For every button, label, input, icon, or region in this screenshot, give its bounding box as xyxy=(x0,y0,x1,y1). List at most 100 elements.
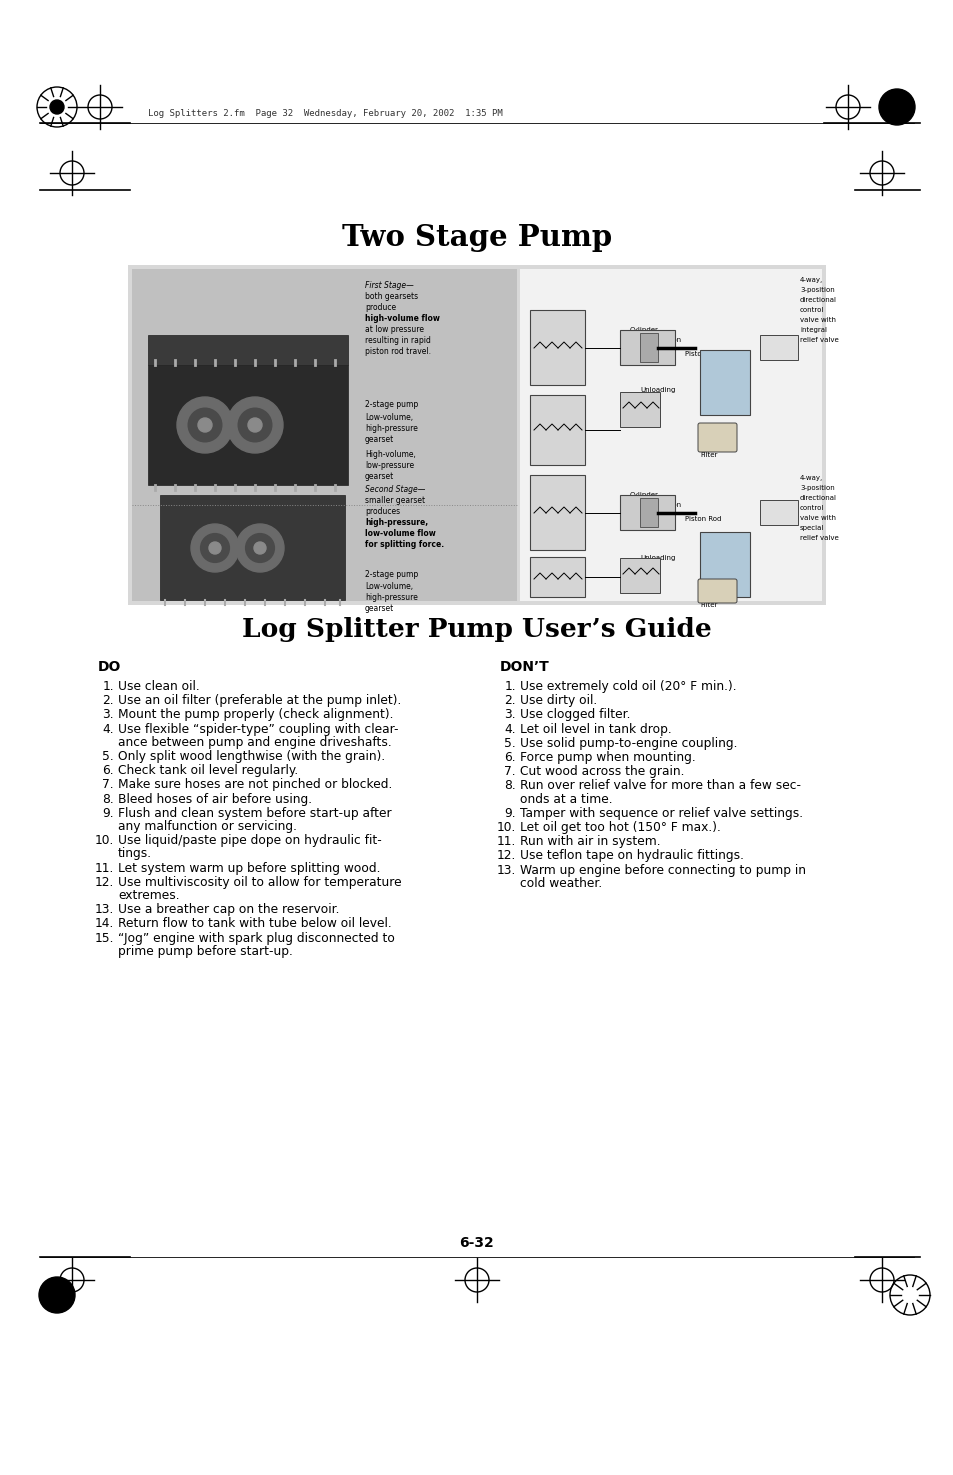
Text: Unloading: Unloading xyxy=(639,386,675,392)
Text: Valve: Valve xyxy=(639,397,659,403)
Text: 3.: 3. xyxy=(504,708,516,721)
Text: 2-stage pump: 2-stage pump xyxy=(365,400,417,409)
Text: integral: integral xyxy=(800,327,826,333)
Text: 8.: 8. xyxy=(102,792,113,805)
Text: 13.: 13. xyxy=(94,903,113,916)
Text: Force pump when mounting.: Force pump when mounting. xyxy=(519,751,695,764)
Text: Log Splitter Pump User’s Guide: Log Splitter Pump User’s Guide xyxy=(242,618,711,643)
Text: 5.: 5. xyxy=(102,749,113,763)
Text: 6-32: 6-32 xyxy=(459,1236,494,1249)
Bar xyxy=(700,532,749,597)
Text: Use liquid/paste pipe dope on hydraulic fit-: Use liquid/paste pipe dope on hydraulic … xyxy=(118,835,381,847)
Text: Tamper with sequence or relief valve settings.: Tamper with sequence or relief valve set… xyxy=(519,807,802,820)
Text: control: control xyxy=(800,307,823,313)
Text: Low-volume,: Low-volume, xyxy=(365,583,413,591)
Text: Filter: Filter xyxy=(700,451,717,459)
Text: Log Splitters 2.fm  Page 32  Wednesday, February 20, 2002  1:35 PM: Log Splitters 2.fm Page 32 Wednesday, Fe… xyxy=(148,109,502,118)
Text: 4.: 4. xyxy=(102,723,113,736)
Bar xyxy=(760,335,797,360)
Text: 3-position: 3-position xyxy=(800,288,834,294)
Text: 9.: 9. xyxy=(504,807,516,820)
Text: control: control xyxy=(800,504,823,510)
Text: 4.: 4. xyxy=(504,723,516,736)
Text: 1.: 1. xyxy=(102,680,113,693)
Text: DON’T: DON’T xyxy=(499,659,549,674)
Text: Mount the pump properly (check alignment).: Mount the pump properly (check alignment… xyxy=(118,708,393,721)
Bar xyxy=(128,266,825,605)
Text: 3-position: 3-position xyxy=(800,485,834,491)
Text: Bleed hoses of air before using.: Bleed hoses of air before using. xyxy=(118,792,312,805)
Text: First Stage—: First Stage— xyxy=(365,282,414,291)
Bar xyxy=(160,496,345,600)
Text: gearset: gearset xyxy=(365,472,394,481)
Bar xyxy=(619,558,659,593)
Text: Piston Rod: Piston Rod xyxy=(684,351,720,357)
Text: 11.: 11. xyxy=(94,861,113,875)
Bar xyxy=(148,364,348,485)
Text: Make sure hoses are not pinched or blocked.: Make sure hoses are not pinched or block… xyxy=(118,779,392,792)
Text: high-pressure,: high-pressure, xyxy=(365,518,428,527)
Text: Warm up engine before connecting to pump in: Warm up engine before connecting to pump… xyxy=(519,863,805,876)
Text: 12.: 12. xyxy=(94,876,113,889)
Circle shape xyxy=(177,397,233,453)
Text: produces: produces xyxy=(365,507,399,516)
Circle shape xyxy=(191,524,239,572)
Circle shape xyxy=(235,524,284,572)
Text: prime pump before start-up.: prime pump before start-up. xyxy=(118,945,293,957)
Text: 12.: 12. xyxy=(497,850,516,863)
Text: 14.: 14. xyxy=(94,917,113,931)
Bar xyxy=(519,268,821,600)
Circle shape xyxy=(227,397,283,453)
Text: Only split wood lengthwise (with the grain).: Only split wood lengthwise (with the gra… xyxy=(118,749,385,763)
Text: Reservoir: Reservoir xyxy=(709,562,739,568)
Text: high-pressure: high-pressure xyxy=(365,593,417,602)
Circle shape xyxy=(238,409,272,442)
Text: Low-volume,: Low-volume, xyxy=(365,413,413,422)
Circle shape xyxy=(248,417,262,432)
Text: DO: DO xyxy=(98,659,121,674)
Text: Use clean oil.: Use clean oil. xyxy=(118,680,199,693)
Text: piston rod travel.: piston rod travel. xyxy=(365,347,431,355)
Text: 9.: 9. xyxy=(102,807,113,820)
Bar xyxy=(619,392,659,426)
Text: relief valve: relief valve xyxy=(800,336,838,344)
Circle shape xyxy=(39,1277,75,1313)
Text: Filter: Filter xyxy=(700,602,717,608)
Text: 4-way,: 4-way, xyxy=(800,277,822,283)
Text: 4-way,: 4-way, xyxy=(800,475,822,481)
Text: low-pressure: low-pressure xyxy=(365,462,414,471)
Bar xyxy=(639,499,658,527)
Text: gearset: gearset xyxy=(365,435,394,444)
Text: onds at a time.: onds at a time. xyxy=(519,792,612,805)
Text: special: special xyxy=(800,525,823,531)
Text: Use dirty oil.: Use dirty oil. xyxy=(519,695,597,707)
Text: for splitting force.: for splitting force. xyxy=(365,540,444,549)
Text: cold weather.: cold weather. xyxy=(519,876,601,889)
Text: at low pressure: at low pressure xyxy=(365,324,423,333)
Text: 6.: 6. xyxy=(504,751,516,764)
Text: Let oil level in tank drop.: Let oil level in tank drop. xyxy=(519,723,671,736)
Bar xyxy=(530,395,584,465)
Text: produce: produce xyxy=(365,302,395,313)
Text: tings.: tings. xyxy=(118,848,152,860)
Text: both gearsets: both gearsets xyxy=(365,292,417,301)
Text: Return flow to tank with tube below oil level.: Return flow to tank with tube below oil … xyxy=(118,917,392,931)
Bar xyxy=(760,500,797,525)
Text: Use solid pump-to-engine coupling.: Use solid pump-to-engine coupling. xyxy=(519,738,737,749)
Text: Reservoir: Reservoir xyxy=(709,381,739,385)
Text: relief valve: relief valve xyxy=(800,535,838,541)
Text: Piston Rod: Piston Rod xyxy=(684,516,720,522)
Text: 11.: 11. xyxy=(497,835,516,848)
Circle shape xyxy=(50,100,64,114)
Text: directional: directional xyxy=(800,296,836,302)
Text: Check tank oil level regularly.: Check tank oil level regularly. xyxy=(118,764,298,777)
Text: Use flexible “spider-type” coupling with clear-: Use flexible “spider-type” coupling with… xyxy=(118,723,398,736)
FancyBboxPatch shape xyxy=(698,580,737,603)
Circle shape xyxy=(209,541,221,555)
Text: smaller gearset: smaller gearset xyxy=(365,496,425,504)
Text: 7.: 7. xyxy=(504,766,516,779)
Text: Piston: Piston xyxy=(659,336,680,344)
Text: Cut wood across the grain.: Cut wood across the grain. xyxy=(519,766,684,779)
Text: Valve: Valve xyxy=(639,565,659,571)
Text: Use an oil filter (preferable at the pump inlet).: Use an oil filter (preferable at the pum… xyxy=(118,695,401,707)
